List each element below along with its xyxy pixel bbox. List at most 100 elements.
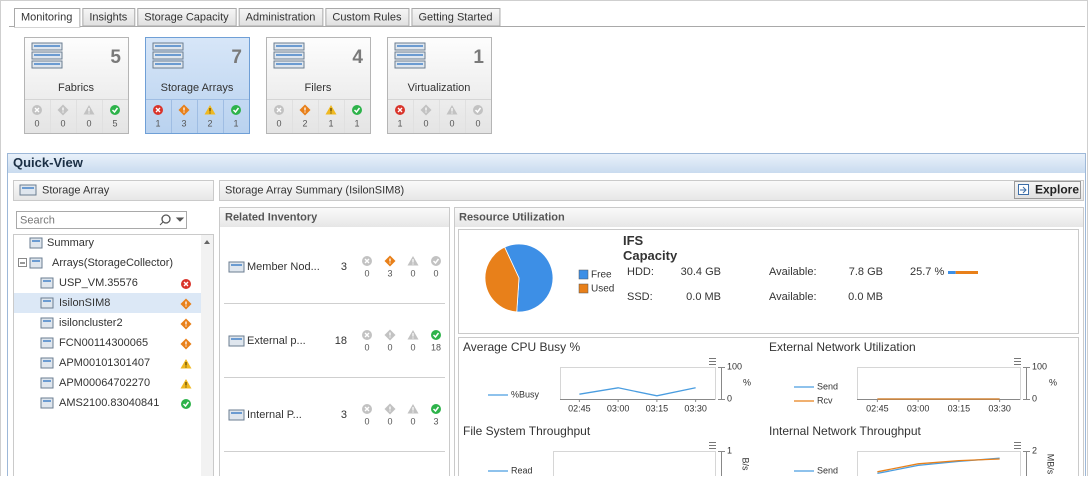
device-icon <box>19 184 37 196</box>
plot-area <box>857 367 1021 400</box>
status-count: 0 <box>387 342 392 352</box>
legend-label: Send <box>817 381 838 391</box>
tab-label: Custom Rules <box>332 11 402 23</box>
status-count: 0 <box>410 342 415 352</box>
capacity-title-box: IFS Capacity <box>623 233 677 263</box>
icon-shape <box>110 105 120 115</box>
percent-bar-used <box>948 271 956 274</box>
icon-shape <box>40 397 54 409</box>
icon-shape <box>32 260 40 262</box>
status-count: 3 <box>387 268 392 278</box>
summary-tile[interactable]: 5 Fabrics 0 0 0 5 <box>24 37 129 134</box>
panel-header <box>220 208 449 227</box>
capacity-value: 30.4 GB <box>681 266 721 278</box>
tree-item[interactable]: isiloncluster2 <box>40 317 192 330</box>
tab-label: Insights <box>89 11 127 23</box>
series-line <box>579 387 696 397</box>
search-box[interactable] <box>16 211 187 229</box>
icon-shape <box>397 45 423 47</box>
icon-shape <box>397 63 423 65</box>
icon-shape <box>397 54 423 56</box>
x-tick-label: 03:30 <box>684 403 707 413</box>
device-icon <box>152 51 184 60</box>
capacity-value: 0.0 MB <box>848 291 883 303</box>
status-icon <box>384 403 396 415</box>
icon-glyph <box>276 107 282 113</box>
tab[interactable]: Administration <box>238 8 324 27</box>
device-icon <box>228 261 245 273</box>
tab[interactable]: Getting Started <box>411 8 501 27</box>
status-icon <box>420 104 432 116</box>
status-count: 0 <box>34 118 39 128</box>
tree-item[interactable]: Summary <box>29 237 95 249</box>
device-icon <box>152 60 184 69</box>
tree-item[interactable]: APM00064702270 <box>40 377 192 389</box>
row-count: 3 <box>341 261 347 273</box>
summary-title: Storage Array Summary (IsilonSIM8) <box>225 184 404 196</box>
tab-bg <box>325 8 410 27</box>
summary-tile[interactable]: 7 Storage Arrays 1 3 2 1 <box>145 37 250 134</box>
status-count: 3 <box>181 118 186 128</box>
panel-title: Resource Utilization <box>459 211 565 223</box>
row-count: 3 <box>341 409 347 421</box>
y-unit: MB/s <box>1046 454 1056 475</box>
device-icon <box>31 60 63 69</box>
status-icon <box>325 105 337 115</box>
tile-label: Filers <box>305 82 332 94</box>
tab[interactable]: Custom Rules <box>325 8 410 27</box>
icon-shape <box>155 54 181 56</box>
tab[interactable]: Insights <box>82 8 136 27</box>
inventory-row[interactable]: Internal P... 3 0 0 0 3 <box>224 403 445 452</box>
x-tick-label: 03:00 <box>607 403 630 413</box>
legend-label: %Busy <box>511 389 540 399</box>
status-count: 5 <box>112 118 117 128</box>
icon-shape <box>34 45 60 47</box>
tree-item[interactable]: AMS2100.83040841 <box>40 397 191 409</box>
icon-shape <box>34 54 60 56</box>
inventory-row[interactable]: Member Nod... 3 0 3 0 0 <box>224 255 445 304</box>
device-icon <box>31 51 63 60</box>
sub-panel <box>458 229 1079 334</box>
tree-item[interactable]: FCN00114300065 <box>40 337 192 350</box>
tree-item[interactable]: IsilonSIM8 <box>14 293 201 313</box>
status-count: 0 <box>410 268 415 278</box>
tree-label: Summary <box>47 237 95 249</box>
icon-shape <box>352 105 362 115</box>
tab-label: Monitoring <box>21 11 72 23</box>
status-count: 0 <box>364 416 369 426</box>
y-unit: B/s <box>741 457 751 471</box>
tree-label: USP_VM.35576 <box>59 277 138 289</box>
icon-glyph <box>364 406 370 412</box>
search-placeholder: Search <box>20 214 55 226</box>
explore-button[interactable]: Explore <box>1014 181 1081 199</box>
tree-item[interactable]: USP_VM.35576 <box>40 277 191 289</box>
icon-shape <box>228 335 245 347</box>
inventory-row[interactable]: External p... 18 0 0 0 18 <box>224 329 445 378</box>
icon-shape <box>40 357 54 369</box>
summary-tile[interactable]: 1 Virtualization 1 0 0 0 <box>387 37 492 134</box>
y-unit: % <box>743 377 751 387</box>
tab[interactable]: Monitoring <box>14 8 81 28</box>
status-icon <box>181 399 191 409</box>
y-tick-label: 2 <box>1032 445 1037 455</box>
legend-swatch <box>578 269 589 280</box>
status-count: 0 <box>433 268 438 278</box>
capacity-label: HDD: <box>627 266 654 278</box>
tab[interactable]: Storage Capacity <box>137 8 237 27</box>
device-icon <box>40 357 54 369</box>
tree-item[interactable]: APM00101301407 <box>40 357 192 369</box>
button-icon <box>1020 186 1027 194</box>
capacity-label: Available: <box>769 266 817 278</box>
y-tick-label: 100 <box>727 361 742 371</box>
y-tick-label: 0 <box>1032 393 1037 403</box>
summary-tile[interactable]: 4 Filers 0 2 1 1 <box>266 37 371 134</box>
tab-bg <box>238 8 324 27</box>
tree-label: FCN00114300065 <box>59 337 148 349</box>
legend-swatch <box>578 283 589 294</box>
status-count: 0 <box>410 416 415 426</box>
icon-shape <box>32 240 40 242</box>
tree-item[interactable]: Arrays(StorageCollector) <box>18 257 174 269</box>
device-icon <box>394 60 426 69</box>
icon-shape <box>40 317 54 329</box>
